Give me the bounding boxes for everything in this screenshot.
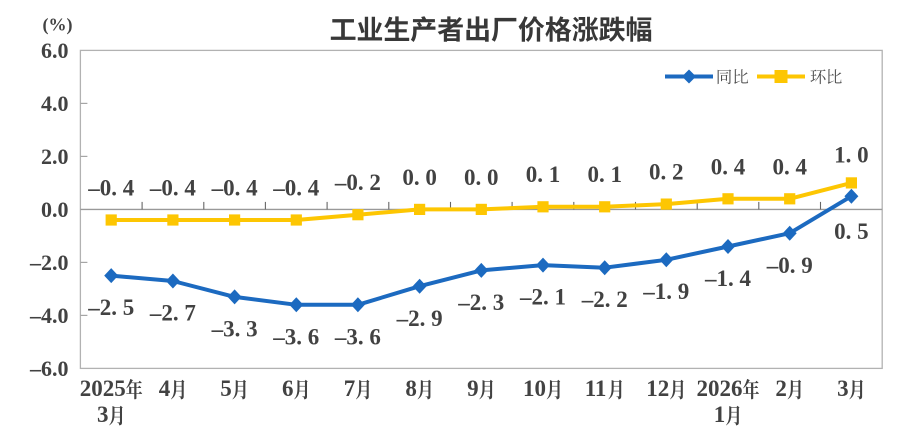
svg-text:11: 11 [585,376,607,401]
svg-text:9: 9 [467,376,479,401]
svg-text:0. 0: 0. 0 [402,165,437,190]
svg-text:–0. 2: –0. 2 [334,170,381,195]
svg-text:6: 6 [282,376,294,401]
svg-text:6.0: 6.0 [41,38,69,63]
svg-text:0.0: 0.0 [41,197,69,222]
svg-text:5: 5 [220,376,232,401]
svg-text:–2. 3: –2. 3 [457,290,504,315]
svg-text:–3. 3: –3. 3 [211,316,258,341]
svg-text:0. 4: 0. 4 [772,154,807,179]
svg-text:–0. 4: –0. 4 [211,176,259,201]
svg-text:0. 0: 0. 0 [464,165,499,190]
svg-text:–0. 9: –0. 9 [766,253,813,278]
svg-text:2026: 2026 [697,376,743,401]
svg-text:–2.0: –2.0 [29,250,69,275]
svg-text:–3. 6: –3. 6 [334,324,381,349]
svg-text:0. 2: 0. 2 [649,160,684,185]
svg-text:–2. 5: –2. 5 [87,295,134,320]
svg-text:–2. 7: –2. 7 [149,301,196,326]
svg-text:–3. 6: –3. 6 [272,324,319,349]
svg-text:–6.0: –6.0 [29,356,69,381]
svg-text:–4.0: –4.0 [29,303,69,328]
svg-text:–2. 2: –2. 2 [581,287,628,312]
svg-text:1. 0: 1. 0 [834,142,869,167]
svg-text:–0. 4: –0. 4 [149,176,197,201]
svg-text:7: 7 [344,376,356,401]
svg-text:–2. 1: –2. 1 [519,285,566,310]
svg-text:1: 1 [714,402,726,427]
svg-text:–2. 9: –2. 9 [396,306,443,331]
svg-text:–1. 4: –1. 4 [704,266,752,291]
svg-text:0. 1: 0. 1 [526,162,561,187]
svg-text:4: 4 [159,376,171,401]
svg-text:(%): (%) [43,15,73,36]
svg-text:–1. 9: –1. 9 [642,279,689,304]
svg-text:2025: 2025 [80,376,126,401]
svg-text:0. 4: 0. 4 [711,154,746,179]
svg-text:–0. 4: –0. 4 [272,176,320,201]
svg-text:4.0: 4.0 [41,91,69,116]
svg-text:–0. 4: –0. 4 [87,176,135,201]
svg-text:8: 8 [405,376,417,401]
svg-text:0. 1: 0. 1 [587,162,622,187]
svg-text:10: 10 [523,376,546,401]
svg-text:12: 12 [646,376,669,401]
svg-text:3: 3 [97,402,109,427]
svg-text:2.0: 2.0 [41,144,69,169]
svg-text:3: 3 [837,376,849,401]
svg-text:0. 5: 0. 5 [834,219,869,244]
svg-text:2: 2 [775,376,787,401]
